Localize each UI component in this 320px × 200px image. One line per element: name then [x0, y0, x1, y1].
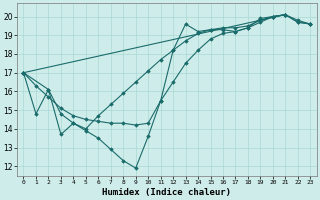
- X-axis label: Humidex (Indice chaleur): Humidex (Indice chaleur): [102, 188, 231, 197]
